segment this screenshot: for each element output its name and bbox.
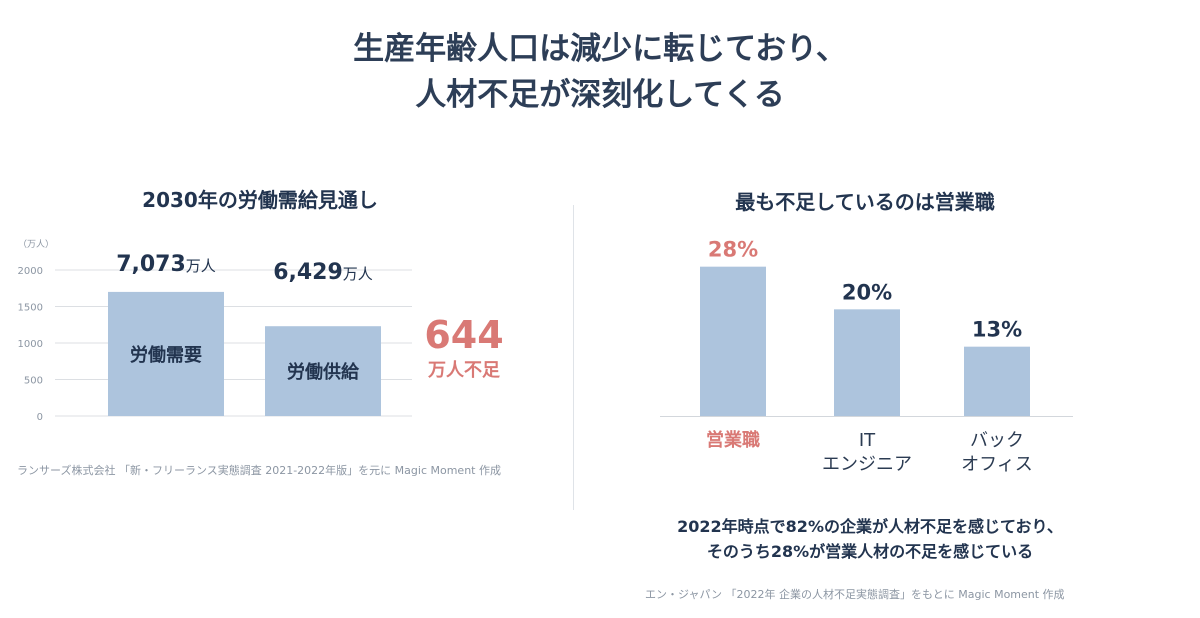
x-category-label: バック オフィス xyxy=(961,430,1033,475)
left-chart-source: ランサーズ株式会社 「新・フリーランス実態調査 2021-2022年版」を元に … xyxy=(17,464,501,477)
bar-2 xyxy=(834,309,900,416)
y-tick-label: 500 xyxy=(24,376,43,387)
shortage-label: 万人不足 xyxy=(427,360,500,381)
y-tick-label: 1000 xyxy=(18,339,43,350)
y-tick-label: 2000 xyxy=(18,266,43,277)
bar-value-label: 7,073万人 xyxy=(116,252,216,277)
x-category-label: IT エンジニア xyxy=(822,430,912,475)
shortage-value: 644 xyxy=(424,313,503,357)
y-tick-label: 0 xyxy=(37,412,43,423)
bar-category-label: 労働供給 xyxy=(287,361,360,383)
right-bar-chart: 28% 20% 13% xyxy=(660,238,1073,417)
y-tick-label: 1500 xyxy=(18,303,43,314)
bar-1 xyxy=(700,266,766,416)
left-chart-title: 2030年の労働需給見通し xyxy=(142,188,378,212)
bar-value-label: 6,429万人 xyxy=(273,260,373,285)
bar-2 xyxy=(265,326,381,416)
right-chart-source: エン・ジャパン 「2022年 企業の人材不足実態調査」をもとに Magic Mo… xyxy=(645,588,1065,601)
y-axis-unit-label: （万人） xyxy=(18,239,54,250)
conclusion-line-1: 2022年時点で82%の企業が人材不足を感じており、 xyxy=(677,517,1063,536)
page-title-line-1: 生産年齢人口は減少に転じており、 xyxy=(353,31,847,67)
page-title-line-2: 人材不足が深刻化してくる xyxy=(415,77,785,113)
bar-value-label: 13% xyxy=(972,318,1022,342)
x-category-label: 営業職 xyxy=(706,430,760,451)
right-chart-title: 最も不足しているのは営業職 xyxy=(735,190,995,214)
bar-value-label: 28% xyxy=(708,238,758,262)
section-divider xyxy=(573,205,574,510)
bar-3 xyxy=(964,346,1030,416)
conclusion-line-2: そのうち28%が営業人材の不足を感じている xyxy=(706,542,1034,561)
bar-category-label: 労働需要 xyxy=(130,344,202,366)
bar-value-label: 20% xyxy=(842,280,892,304)
bar-1 xyxy=(108,291,224,416)
